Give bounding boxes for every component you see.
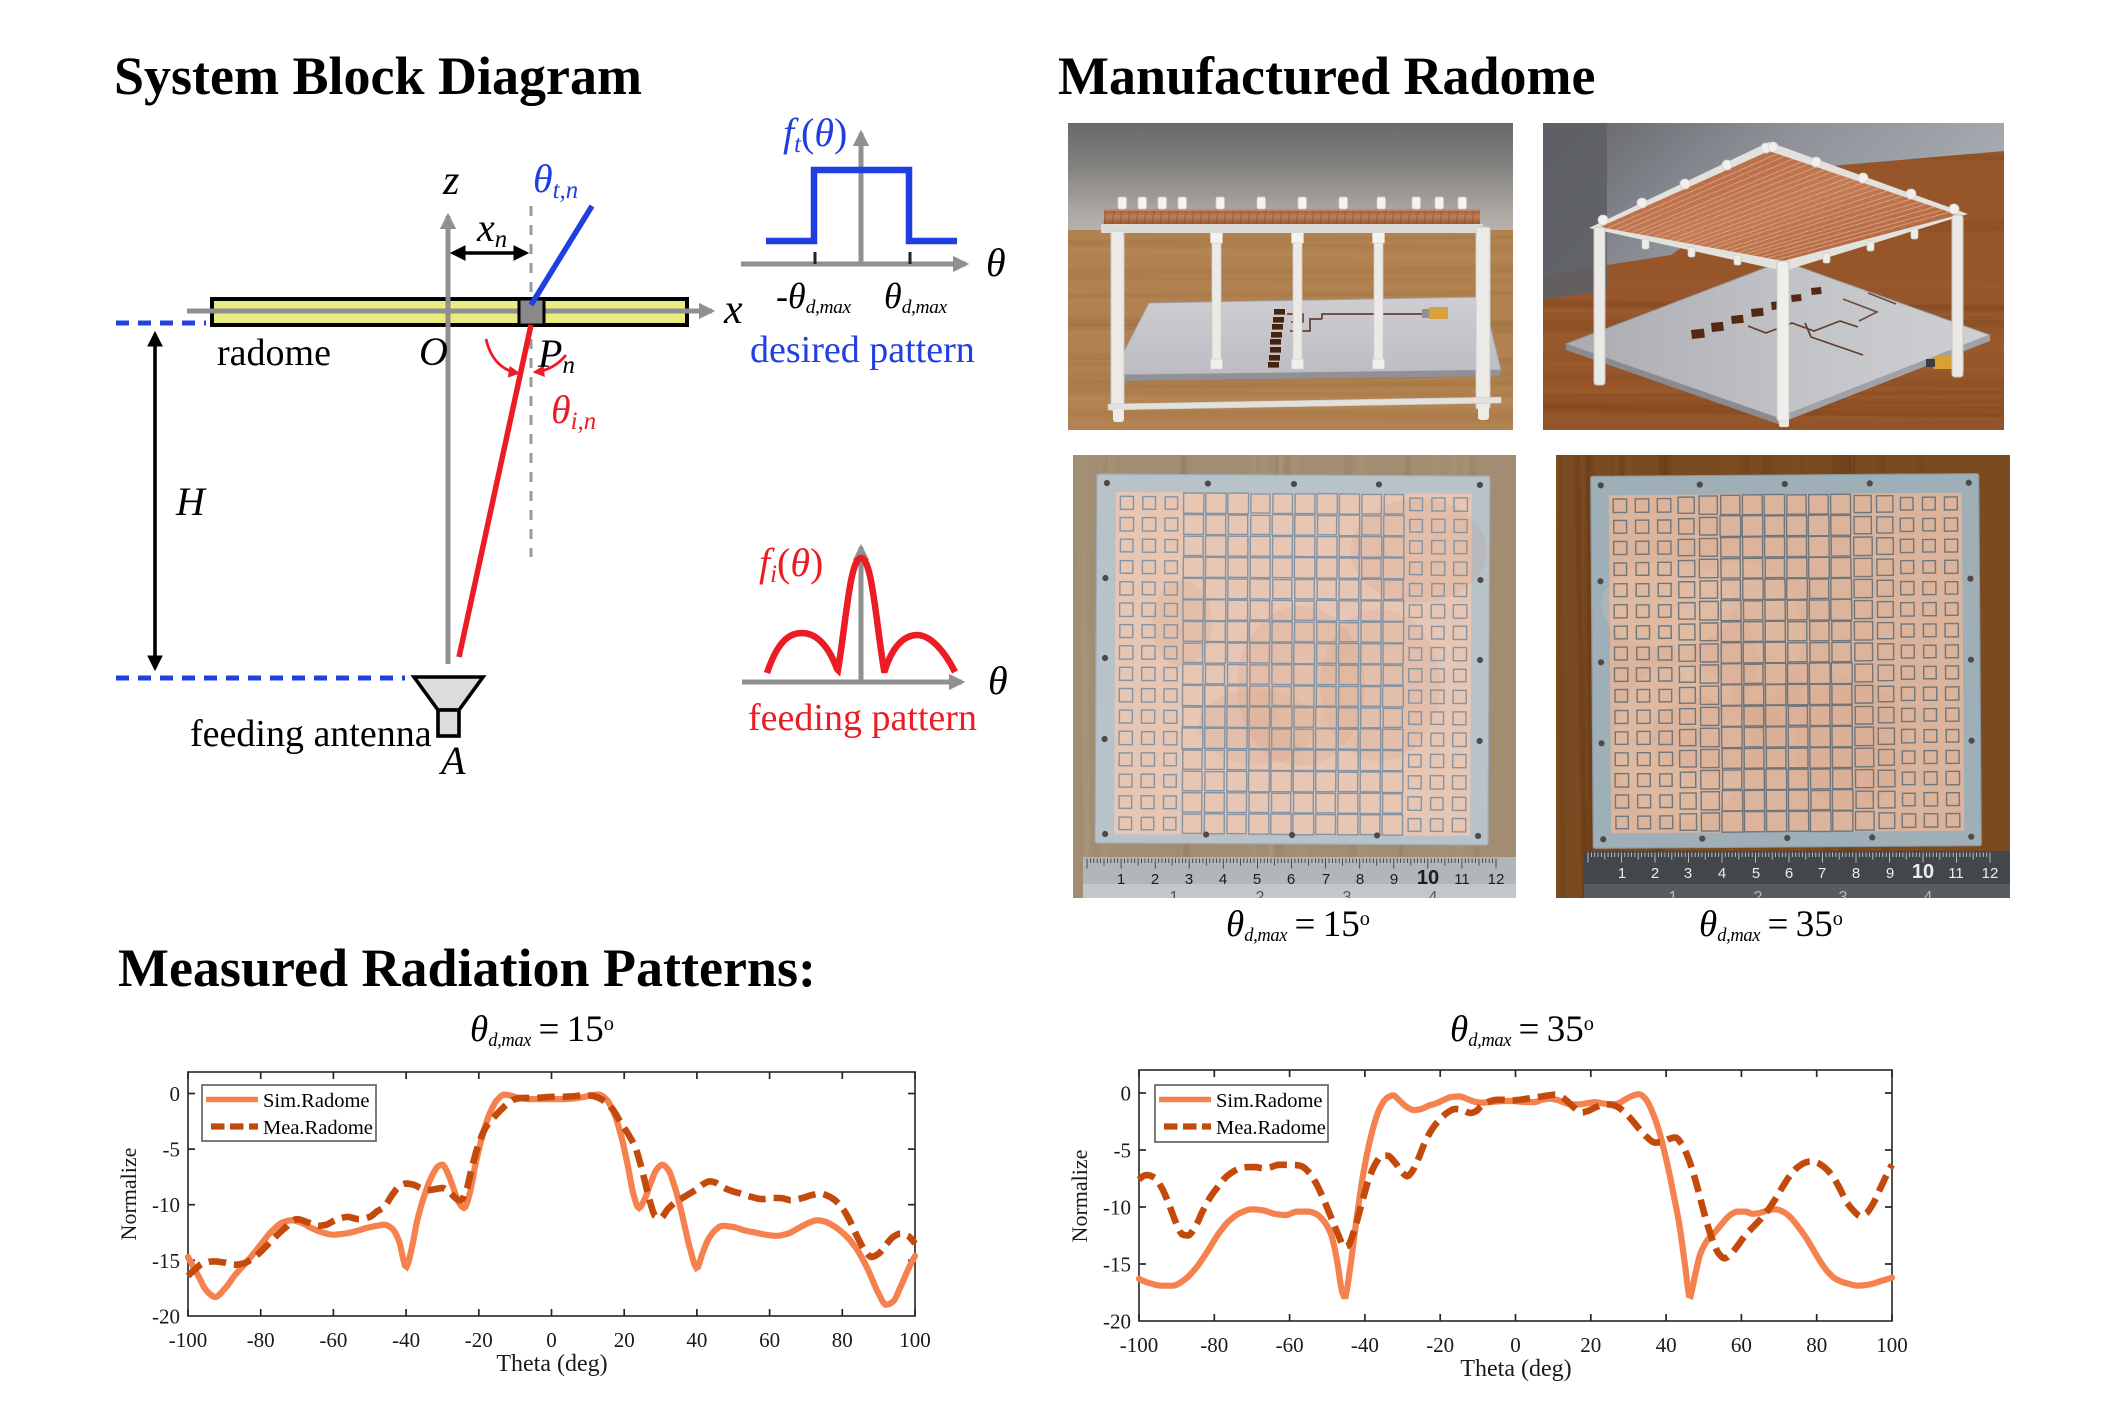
svg-text:4: 4 <box>1219 871 1227 888</box>
svg-text:Theta (deg): Theta (deg) <box>1460 1356 1571 1382</box>
svg-text:-40: -40 <box>1351 1333 1379 1357</box>
svg-text:Sim.Radome: Sim.Radome <box>1216 1090 1322 1112</box>
svg-text:7: 7 <box>1818 865 1826 882</box>
svg-text:-60: -60 <box>1276 1333 1304 1357</box>
svg-text:Mea.Radome: Mea.Radome <box>1216 1117 1326 1139</box>
svg-text:-60: -60 <box>319 1328 347 1352</box>
svg-text:-20: -20 <box>152 1304 180 1328</box>
svg-text:Normalize: Normalize <box>1067 1150 1092 1243</box>
svg-text:3: 3 <box>1839 889 1848 898</box>
svg-text:3: 3 <box>1185 871 1193 888</box>
svg-text:-80: -80 <box>247 1328 275 1352</box>
svg-text:-15: -15 <box>152 1249 180 1273</box>
svg-text:0: 0 <box>170 1082 181 1106</box>
svg-text:1: 1 <box>1170 889 1179 898</box>
svg-text:11: 11 <box>1948 865 1964 882</box>
svg-text:9: 9 <box>1886 865 1894 882</box>
svg-text:4: 4 <box>1429 889 1438 898</box>
svg-text:0: 0 <box>1510 1333 1521 1357</box>
svg-text:12: 12 <box>1982 865 1999 882</box>
svg-text:10: 10 <box>1417 867 1439 889</box>
svg-text:40: 40 <box>1656 1333 1677 1357</box>
svg-text:0: 0 <box>1121 1082 1132 1106</box>
svg-text:-20: -20 <box>465 1328 493 1352</box>
svg-text:10: 10 <box>1912 861 1934 883</box>
svg-text:9: 9 <box>1390 871 1398 888</box>
svg-text:100: 100 <box>1876 1333 1908 1357</box>
svg-text:-10: -10 <box>152 1193 180 1217</box>
svg-text:Sim.Radome: Sim.Radome <box>263 1090 369 1112</box>
svg-text:6: 6 <box>1287 871 1295 888</box>
svg-text:20: 20 <box>614 1328 635 1352</box>
svg-text:Normalize: Normalize <box>116 1148 141 1241</box>
svg-text:2: 2 <box>1256 889 1265 898</box>
svg-text:-80: -80 <box>1200 1333 1228 1357</box>
svg-text:-100: -100 <box>1120 1333 1159 1357</box>
svg-text:4: 4 <box>1924 889 1933 898</box>
svg-text:60: 60 <box>759 1328 780 1352</box>
svg-text:20: 20 <box>1580 1333 1601 1357</box>
svg-text:-40: -40 <box>392 1328 420 1352</box>
svg-text:-5: -5 <box>1114 1139 1132 1163</box>
svg-text:3: 3 <box>1343 889 1352 898</box>
svg-text:60: 60 <box>1731 1333 1752 1357</box>
svg-text:11: 11 <box>1454 871 1470 888</box>
svg-text:5: 5 <box>1752 865 1760 882</box>
svg-text:80: 80 <box>1806 1333 1827 1357</box>
svg-text:40: 40 <box>686 1328 707 1352</box>
svg-text:1: 1 <box>1618 865 1626 882</box>
svg-text:7: 7 <box>1322 871 1330 888</box>
svg-text:1: 1 <box>1117 871 1125 888</box>
svg-text:-5: -5 <box>163 1138 181 1162</box>
svg-text:12: 12 <box>1488 871 1505 888</box>
svg-text:6: 6 <box>1785 865 1793 882</box>
svg-text:-100: -100 <box>169 1328 208 1352</box>
svg-text:-10: -10 <box>1103 1196 1131 1220</box>
svg-text:-15: -15 <box>1103 1253 1131 1277</box>
svg-text:8: 8 <box>1356 871 1364 888</box>
svg-text:1: 1 <box>1669 889 1678 898</box>
svg-text:0: 0 <box>546 1328 557 1352</box>
svg-text:100: 100 <box>899 1328 931 1352</box>
svg-text:-20: -20 <box>1426 1333 1454 1357</box>
svg-text:2: 2 <box>1754 889 1763 898</box>
svg-text:2: 2 <box>1151 871 1159 888</box>
svg-text:-20: -20 <box>1103 1310 1131 1334</box>
svg-text:Mea.Radome: Mea.Radome <box>263 1117 373 1139</box>
svg-text:80: 80 <box>832 1328 853 1352</box>
svg-text:3: 3 <box>1684 865 1692 882</box>
svg-text:2: 2 <box>1651 865 1659 882</box>
svg-text:Theta (deg): Theta (deg) <box>496 1351 607 1377</box>
svg-text:8: 8 <box>1852 865 1860 882</box>
svg-text:5: 5 <box>1253 871 1261 888</box>
svg-text:4: 4 <box>1718 865 1726 882</box>
